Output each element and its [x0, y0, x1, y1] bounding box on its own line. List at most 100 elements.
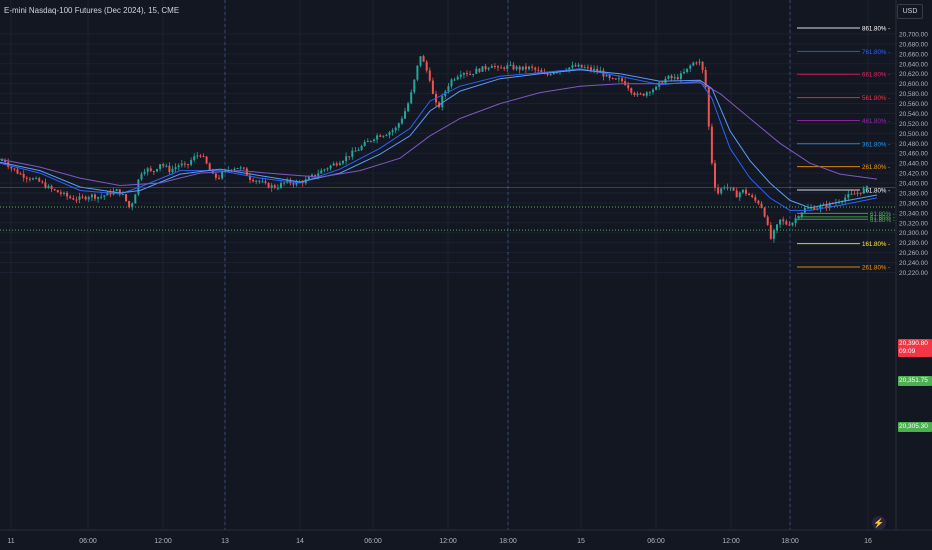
candle-up: [78, 196, 81, 200]
time-axis[interactable]: 11 06:00 12:00 13 14 06:00 12:00 18:00 15 06:00 12…: [0, 529, 932, 545]
candle-up: [382, 135, 385, 137]
candle-up: [673, 77, 676, 79]
y-tick-label: 20,540.00: [899, 111, 928, 118]
candle-up: [509, 64, 512, 66]
candle-up: [549, 74, 552, 76]
candle-up: [683, 72, 685, 74]
last-price-value: 20,390.80: [899, 340, 928, 347]
symbol-title[interactable]: E-mini Nasdaq-100 Futures (Dec 2024), 15…: [4, 6, 180, 15]
candle-down: [22, 174, 25, 178]
candle-up: [47, 186, 50, 188]
candle-up: [276, 187, 279, 189]
y-tick-label: 20,480.00: [899, 141, 928, 148]
price-axis[interactable]: 20,220.00 20,240.00 20,260.00 20,280.00 20,3…: [895, 0, 932, 550]
candle-up: [261, 181, 264, 183]
candle-down: [695, 62, 698, 64]
candle-down: [813, 207, 816, 210]
candle-up: [236, 168, 239, 170]
candle-up: [270, 185, 273, 188]
candle-down: [503, 67, 506, 69]
candle-up: [323, 169, 326, 171]
candle-up: [134, 194, 137, 204]
fib-level-label: 761.80% -: [862, 49, 890, 56]
candle-up: [828, 203, 831, 208]
lightning-icon[interactable]: ⚡: [872, 516, 886, 530]
candle-down: [497, 66, 499, 68]
candle-down: [168, 165, 171, 173]
candle-up: [819, 205, 822, 209]
candle-down: [531, 66, 534, 68]
candle-up: [577, 64, 580, 67]
candle-down: [710, 126, 713, 164]
bar-countdown: 09:09: [899, 348, 916, 355]
candle-down: [574, 65, 577, 67]
candle-up: [180, 163, 183, 166]
y-tick-label: 20,660.00: [899, 51, 928, 58]
candle-up: [342, 161, 344, 164]
candle-down: [314, 174, 317, 176]
line-price-value: 20,351.75: [899, 377, 928, 384]
candle-down: [252, 179, 255, 182]
candle-down: [53, 189, 56, 191]
y-tick-label: 20,220.00: [899, 270, 928, 277]
candle-up: [407, 103, 410, 112]
candle-down: [264, 181, 267, 183]
candle-up: [360, 145, 363, 150]
candle-down: [859, 192, 862, 194]
candle-up: [388, 132, 391, 136]
candle-down: [537, 69, 540, 71]
candle-up: [776, 224, 778, 231]
candle-up: [599, 70, 602, 72]
candle-up: [239, 167, 242, 169]
candle-up: [605, 74, 608, 77]
candle-down: [81, 196, 84, 198]
y-tick-label: 20,240.00: [899, 260, 928, 267]
candle-up: [453, 79, 456, 81]
candle-down: [69, 196, 72, 199]
candlestick-series: [1, 54, 868, 243]
candle-down: [199, 155, 202, 157]
candle-up: [797, 217, 800, 219]
candle-down: [630, 88, 633, 93]
candle-up: [528, 66, 530, 70]
candle-down: [44, 182, 47, 188]
candle-down: [763, 207, 766, 217]
y-tick-label: 20,560.00: [899, 101, 928, 108]
candle-up: [844, 197, 847, 202]
candle-down: [518, 66, 521, 70]
candle-down: [512, 64, 515, 70]
candle-down: [611, 77, 614, 79]
x-tick-label: 16: [864, 538, 872, 545]
candle-down: [469, 74, 472, 76]
candle-up: [779, 219, 782, 225]
currency-button[interactable]: USD: [897, 4, 923, 19]
candle-up: [655, 86, 658, 90]
candle-down: [245, 168, 248, 176]
candle-down: [431, 80, 434, 94]
x-tick-label: 06:00: [647, 538, 665, 545]
candle-up: [121, 194, 124, 196]
x-tick-label: 18:00: [781, 538, 799, 545]
candle-up: [156, 168, 158, 172]
candle-up: [112, 191, 115, 195]
candle-down: [782, 219, 785, 222]
candle-down: [56, 190, 59, 193]
candle-down: [586, 67, 589, 69]
candle-down: [633, 92, 636, 96]
candle-down: [218, 177, 220, 179]
candle-up: [636, 93, 639, 96]
candle-down: [627, 85, 630, 89]
candle-down: [701, 61, 704, 70]
fib-level-label: 61.80% -: [870, 211, 895, 218]
candle-up: [307, 176, 310, 180]
fib-level-label: 261.80% -: [862, 264, 890, 271]
candle-down: [614, 78, 617, 80]
y-tick-label: 20,620.00: [899, 71, 928, 78]
candle-down: [624, 81, 627, 86]
candle-up: [416, 65, 419, 80]
candle-down: [348, 156, 351, 158]
candle-down: [639, 93, 642, 95]
candle-down: [670, 75, 673, 79]
candle-up: [552, 72, 555, 75]
